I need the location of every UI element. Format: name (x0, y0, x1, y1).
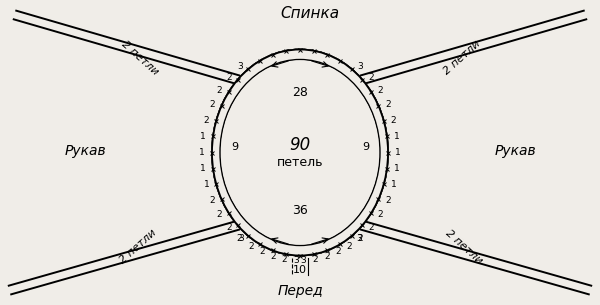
Text: 3: 3 (237, 62, 242, 71)
Text: 2: 2 (270, 252, 276, 261)
Text: 2: 2 (237, 234, 242, 243)
Text: 1: 1 (200, 164, 206, 174)
Text: 9: 9 (231, 142, 238, 152)
Text: 3: 3 (238, 234, 244, 243)
Text: 2: 2 (282, 255, 287, 264)
Ellipse shape (212, 49, 389, 256)
Text: 3: 3 (294, 256, 299, 265)
Text: 1: 1 (391, 181, 397, 189)
Text: 2: 2 (209, 100, 215, 109)
Text: 1: 1 (395, 148, 401, 157)
Text: 2: 2 (385, 196, 391, 205)
Ellipse shape (221, 60, 379, 245)
Text: 2 петли: 2 петли (118, 228, 158, 266)
Text: 2 петли: 2 петли (444, 228, 484, 266)
Text: Рукав: Рукав (64, 143, 106, 157)
Text: 2: 2 (248, 242, 254, 250)
Text: 1: 1 (394, 164, 400, 174)
Text: 36: 36 (292, 204, 308, 217)
Text: 1: 1 (203, 181, 209, 189)
Text: 90: 90 (289, 135, 311, 153)
Text: Спинка: Спинка (280, 6, 340, 21)
Text: 2: 2 (209, 196, 215, 205)
Text: 2: 2 (378, 86, 383, 95)
Text: 2: 2 (226, 223, 232, 232)
Text: 2 петли: 2 петли (442, 39, 482, 77)
Text: 1: 1 (200, 131, 206, 141)
Text: 3: 3 (358, 62, 363, 71)
Text: 2: 2 (217, 86, 222, 95)
Text: 1: 1 (394, 131, 400, 141)
Text: 2: 2 (335, 247, 341, 257)
Text: 2: 2 (378, 210, 383, 219)
Text: 28: 28 (292, 85, 308, 99)
Ellipse shape (221, 60, 379, 245)
Text: 10: 10 (293, 265, 307, 275)
Text: 2: 2 (391, 116, 397, 124)
Text: 2: 2 (259, 247, 265, 257)
Text: 2: 2 (313, 255, 318, 264)
Text: 9: 9 (362, 142, 369, 152)
Text: 1: 1 (199, 148, 205, 157)
Text: 2: 2 (358, 234, 363, 243)
Text: петель: петель (277, 156, 323, 169)
Ellipse shape (212, 49, 388, 256)
Text: 2: 2 (226, 73, 232, 82)
Text: Перед: Перед (277, 284, 323, 298)
Text: 2: 2 (385, 100, 391, 109)
Text: 2: 2 (346, 242, 352, 250)
Text: 2: 2 (324, 252, 330, 261)
Text: 2: 2 (203, 116, 209, 124)
Text: 3: 3 (301, 256, 306, 265)
Text: 2: 2 (368, 73, 374, 82)
Text: Рукав: Рукав (494, 143, 536, 157)
Text: 2 петли: 2 петли (120, 39, 160, 77)
Text: 2: 2 (368, 223, 374, 232)
Text: 2: 2 (217, 210, 222, 219)
Text: 3: 3 (356, 234, 362, 243)
